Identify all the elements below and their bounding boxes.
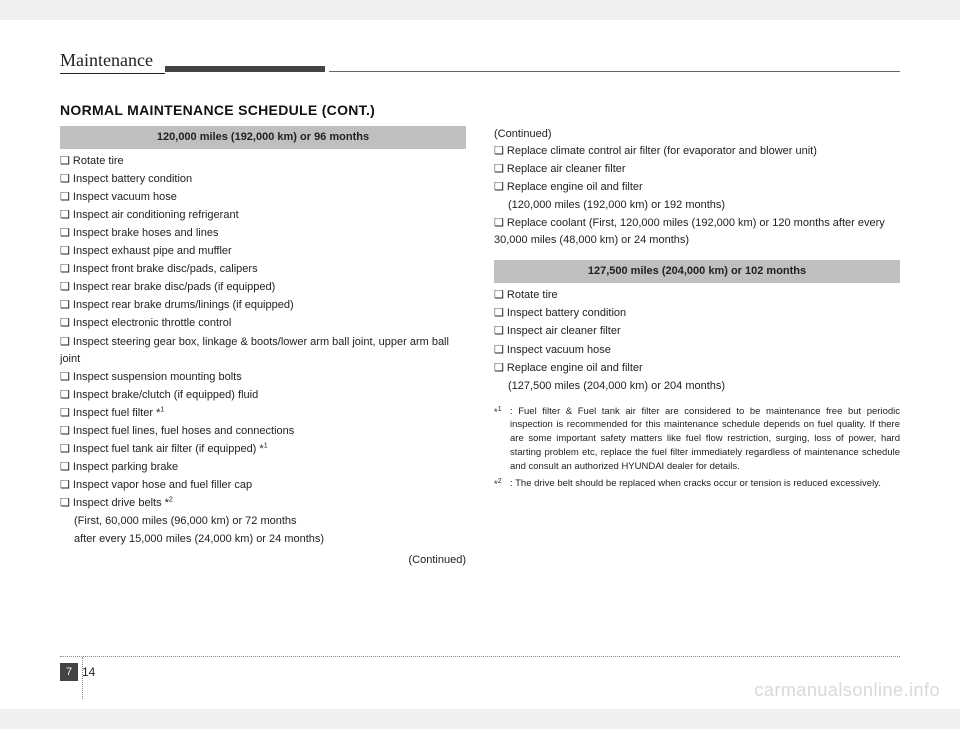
list-item: ❑ Replace engine oil and filter <box>494 360 900 377</box>
header-rule-thick <box>165 66 325 72</box>
list-item: ❑ Inspect fuel filter *1 <box>60 405 466 422</box>
list-item: ❑ Inspect brake hoses and lines <box>60 225 466 242</box>
page-number-value: 14 <box>82 665 95 679</box>
page-number: 7 14 <box>60 663 95 681</box>
right-column: (Continued) ❑ Replace climate control ai… <box>494 126 900 569</box>
list-item: ❑ Rotate tire <box>494 287 900 304</box>
footnote-2: *2 : The drive belt should be replaced w… <box>494 477 900 492</box>
list-item: ❑ Inspect electronic throttle control <box>60 315 466 332</box>
list-item: ❑ Inspect parking brake <box>60 459 466 476</box>
list-item: ❑ Inspect air conditioning refrigerant <box>60 207 466 224</box>
footnote-1: *1 : Fuel filter & Fuel tank air filter … <box>494 405 900 474</box>
page-header: Maintenance <box>60 50 900 74</box>
list-item: ❑ Replace climate control air filter (fo… <box>494 143 900 160</box>
list-item: ❑ Inspect rear brake drums/linings (if e… <box>60 297 466 314</box>
footnote-label: *2 <box>494 477 510 492</box>
header-rule-thin <box>329 71 900 72</box>
list-item: ❑ Inspect vacuum hose <box>60 189 466 206</box>
maintenance-list-127k: ❑ Rotate tire ❑ Inspect battery conditio… <box>494 287 900 394</box>
list-subitem: (First, 60,000 miles (96,000 km) or 72 m… <box>60 513 466 530</box>
continued-label: (Continued) <box>60 552 466 569</box>
footer-dotted-rule <box>60 656 900 657</box>
list-subitem: (120,000 miles (192,000 km) or 192 month… <box>494 197 900 214</box>
interval-bar-120k: 120,000 miles (192,000 km) or 96 months <box>60 126 466 149</box>
list-item: ❑ Inspect front brake disc/pads, caliper… <box>60 261 466 278</box>
list-subitem: (127,500 miles (204,000 km) or 204 month… <box>494 378 900 395</box>
list-item: ❑ Inspect exhaust pipe and muffler <box>60 243 466 260</box>
list-item: ❑ Inspect vacuum hose <box>494 342 900 359</box>
continued-label: (Continued) <box>494 126 900 143</box>
maintenance-list-120k: ❑ Rotate tire ❑ Inspect battery conditio… <box>60 153 466 548</box>
footnote-text: : The drive belt should be replaced when… <box>510 477 881 492</box>
list-item: ❑ Inspect brake/clutch (if equipped) flu… <box>60 387 466 404</box>
footnote-text: : Fuel filter & Fuel tank air filter are… <box>510 405 900 474</box>
footnotes: *1 : Fuel filter & Fuel tank air filter … <box>494 405 900 493</box>
list-item: ❑ Inspect battery condition <box>60 171 466 188</box>
list-item: ❑ Inspect steering gear box, linkage & b… <box>60 334 466 368</box>
interval-bar-127k: 127,500 miles (204,000 km) or 102 months <box>494 260 900 283</box>
list-item: ❑ Inspect air cleaner filter <box>494 323 900 340</box>
list-item: ❑ Inspect vapor hose and fuel filler cap <box>60 477 466 494</box>
footnote-label: *1 <box>494 405 510 474</box>
list-item: ❑ Inspect suspension mounting bolts <box>60 369 466 386</box>
list-item: ❑ Rotate tire <box>60 153 466 170</box>
list-subitem: after every 15,000 miles (24,000 km) or … <box>60 531 466 548</box>
watermark: carmanualsonline.info <box>754 680 940 701</box>
left-column: 120,000 miles (192,000 km) or 96 months … <box>60 126 466 569</box>
list-item: ❑ Inspect fuel lines, fuel hoses and con… <box>60 423 466 440</box>
section-title: NORMAL MAINTENANCE SCHEDULE (CONT.) <box>60 102 900 118</box>
list-item: ❑ Inspect drive belts *2 <box>60 495 466 512</box>
header-title: Maintenance <box>60 50 165 74</box>
list-item: ❑ Replace coolant (First, 120,000 miles … <box>494 215 900 249</box>
list-item: ❑ Inspect fuel tank air filter (if equip… <box>60 441 466 458</box>
list-item: ❑ Replace engine oil and filter <box>494 179 900 196</box>
list-item: ❑ Inspect rear brake disc/pads (if equip… <box>60 279 466 296</box>
list-item: ❑ Replace air cleaner filter <box>494 161 900 178</box>
section-number: 7 <box>60 663 78 681</box>
list-item: ❑ Inspect battery condition <box>494 305 900 322</box>
content-columns: 120,000 miles (192,000 km) or 96 months … <box>60 126 900 569</box>
page: Maintenance NORMAL MAINTENANCE SCHEDULE … <box>0 20 960 709</box>
maintenance-list-120k-cont: ❑ Replace climate control air filter (fo… <box>494 143 900 249</box>
